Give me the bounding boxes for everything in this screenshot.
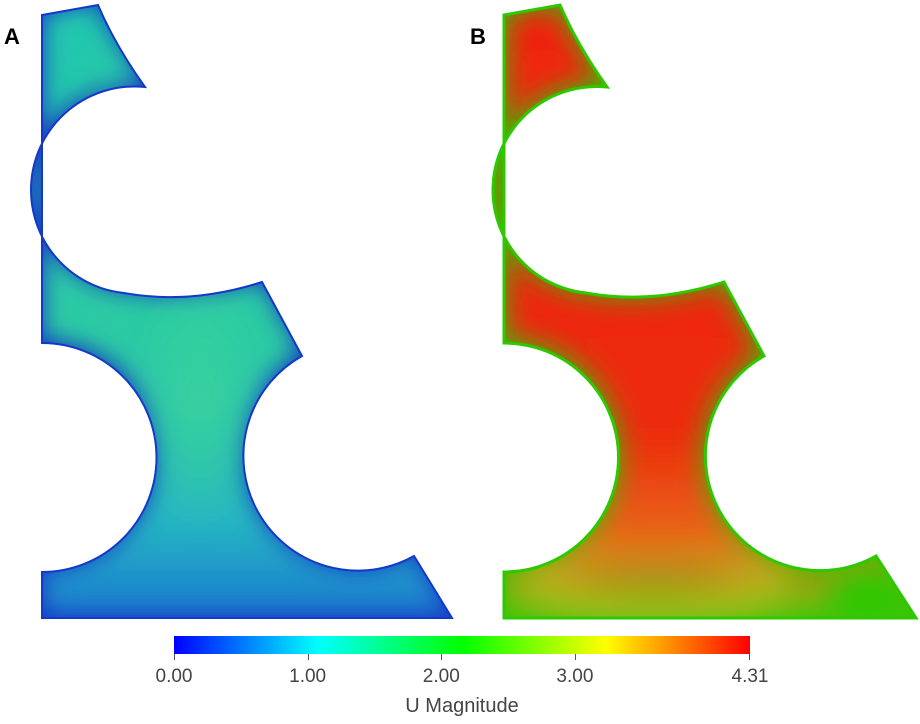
colorbar-tick	[174, 654, 175, 660]
colorbar-title: U Magnitude	[405, 695, 519, 717]
panel-a-label: A	[4, 24, 20, 49]
colorbar-tick	[574, 654, 576, 660]
flow-fields	[29, 3, 919, 620]
colorbar-tick-label: 0.00	[155, 666, 193, 687]
colorbar-tick-label: 1.00	[289, 666, 327, 687]
colorbar-gradient	[174, 636, 750, 654]
colorbar	[174, 636, 750, 660]
panel-a-wall	[29, 3, 454, 619]
panel-b-label: B	[470, 24, 486, 49]
colorbar-tick-label: 4.31	[731, 666, 769, 687]
colorbar-tick-label: 3.00	[556, 666, 594, 687]
panel-b-wall	[491, 3, 919, 620]
colorbar-tick	[441, 654, 443, 660]
colorbar-tick-label: 2.00	[422, 666, 460, 687]
colorbar-tick	[307, 654, 309, 660]
colorbar-tick	[749, 654, 750, 660]
